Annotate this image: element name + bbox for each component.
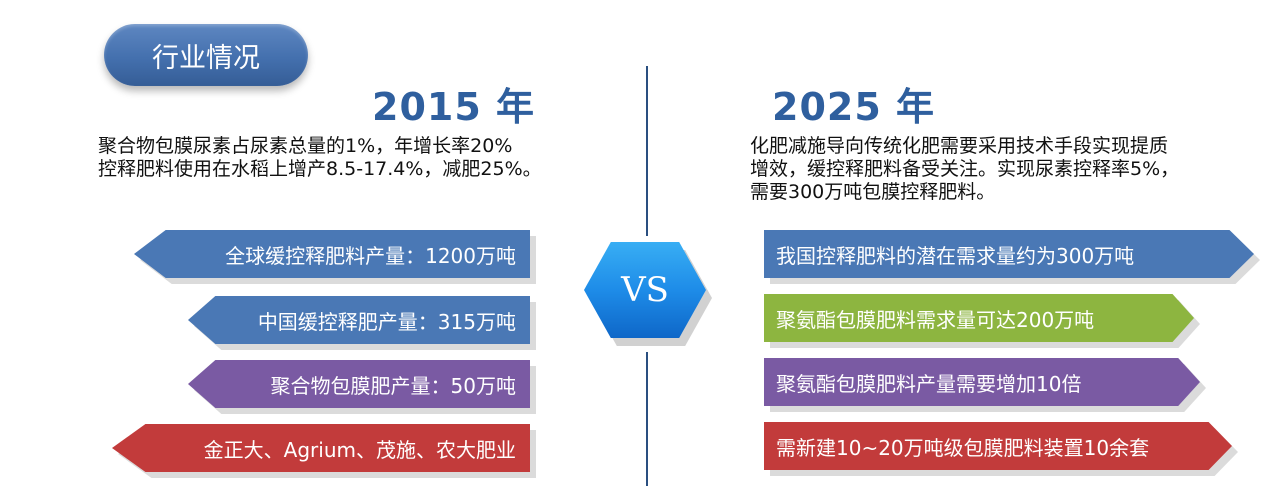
right-description: 化肥减施导向传统化肥需要采用技术手段实现提质 增效，缓控释肥料备受关注。实现尿素… (750, 135, 1179, 204)
right-bar-4-label: 需新建10~20万吨级包膜肥料装置10余套 (764, 422, 1232, 470)
left-bar-4-label: 金正大、Agrium、茂施、农大肥业 (112, 424, 530, 472)
section-title-pill: 行业情况 (104, 24, 308, 86)
right-bar-2: 聚氨酯包膜肥料需求量可达200万吨 (764, 294, 1200, 348)
year-2025-heading: 2025 年 (772, 85, 935, 129)
left-bar-3: 聚合物包膜肥产量：50万吨 (188, 360, 536, 414)
left-bar-4: 金正大、Agrium、茂施、农大肥业 (112, 424, 536, 478)
left-bar-1-label: 全球缓控释肥料产量：1200万吨 (134, 230, 530, 278)
year-2015-heading: 2015 年 (372, 85, 535, 129)
section-title: 行业情况 (152, 42, 260, 74)
left-bar-2: 中国缓控释肥产量：315万吨 (188, 296, 536, 350)
left-bar-1: 全球缓控释肥料产量：1200万吨 (134, 230, 536, 284)
right-bar-1-label: 我国控释肥料的潜在需求量约为300万吨 (764, 230, 1254, 278)
vs-label: VS (621, 270, 669, 310)
right-bar-2-label: 聚氨酯包膜肥料需求量可达200万吨 (764, 294, 1194, 342)
center-divider-top (646, 66, 648, 236)
right-bar-3: 聚氨酯包膜肥料产量需要增加10倍 (764, 358, 1206, 412)
right-description-line: 需要300万吨包膜控释肥料。 (750, 181, 996, 203)
left-description-line: 聚合物包膜尿素占尿素总量的1%，年增长率20% (98, 135, 513, 157)
left-bar-2-label: 中国缓控释肥产量：315万吨 (188, 296, 530, 344)
left-description-line: 控释肥料使用在水稻上增产8.5-17.4%，减肥25%。 (98, 158, 542, 180)
center-divider-bottom (646, 352, 648, 486)
right-description-line: 化肥减施导向传统化肥需要采用技术手段实现提质 (750, 135, 1169, 157)
right-bar-3-label: 聚氨酯包膜肥料产量需要增加10倍 (764, 358, 1200, 406)
left-description: 聚合物包膜尿素占尿素总量的1%，年增长率20% 控释肥料使用在水稻上增产8.5-… (98, 135, 542, 181)
right-bar-1: 我国控释肥料的潜在需求量约为300万吨 (764, 230, 1260, 284)
right-description-line: 增效，缓控释肥料备受关注。实现尿素控释率5%， (750, 158, 1180, 180)
left-bar-3-label: 聚合物包膜肥产量：50万吨 (188, 360, 530, 408)
right-bar-4: 需新建10~20万吨级包膜肥料装置10余套 (764, 422, 1238, 476)
vs-hexagon: VS (584, 242, 706, 338)
